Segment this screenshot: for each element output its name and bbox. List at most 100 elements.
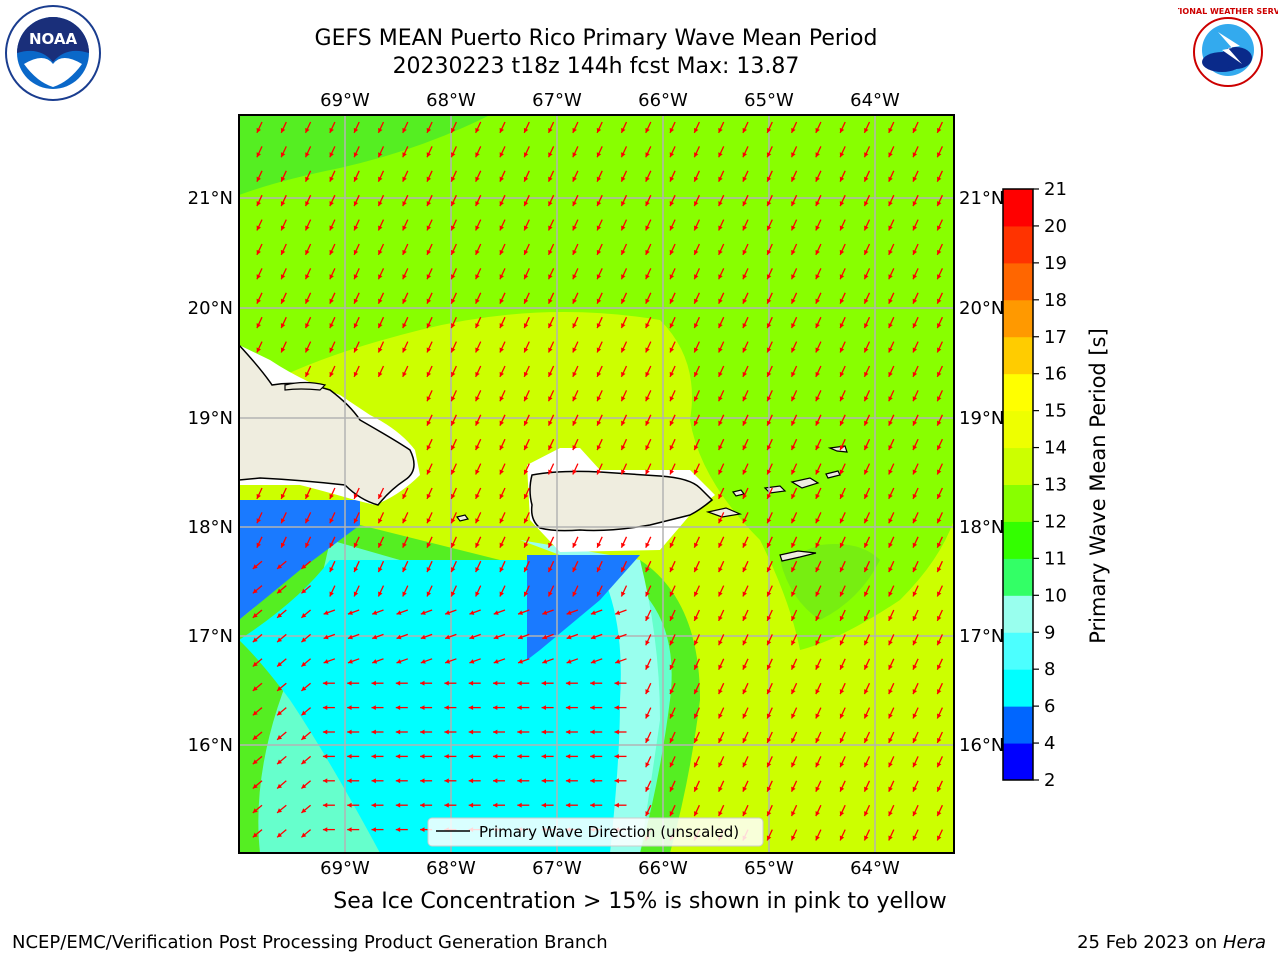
wave-direction-arrowhead: [329, 176, 334, 182]
wave-direction-arrowhead: [718, 737, 723, 743]
wave-direction-arrowhead: [888, 762, 893, 768]
period-field-9s: [520, 540, 660, 853]
wave-direction-arrowhead: [912, 811, 918, 817]
lat-labels-right: 21°N 20°N 19°N 18°N 17°N 16°N: [959, 188, 1004, 756]
wave-direction-arrowhead: [402, 323, 407, 329]
wave-direction-arrowhead: [499, 347, 504, 353]
wave-direction-arrowhead: [839, 664, 845, 670]
wave-direction-arrowhead: [256, 298, 261, 304]
wave-direction-arrowhead: [888, 518, 893, 524]
wave-direction-arrowhead: [839, 127, 845, 133]
wave-direction-arrowhead: [548, 445, 553, 451]
wave-direction-arrowhead: [839, 542, 845, 548]
wave-direction-arrowhead: [475, 567, 480, 573]
wave-direction-arrowhead: [815, 274, 820, 280]
tortuga-island: [284, 381, 327, 391]
wave-direction-arrowhead: [718, 713, 723, 719]
wave-direction-arrowhead: [323, 659, 329, 664]
wave-direction-arrowhead: [839, 615, 845, 621]
colorbar-tick-label: 12: [1044, 511, 1067, 532]
wave-direction-arrowhead: [864, 591, 869, 597]
wave-direction-arrowhead: [301, 613, 307, 618]
wave-direction-arrowhead: [252, 783, 258, 789]
wave-direction-arrowhead: [718, 591, 723, 597]
wave-direction-arrowhead: [322, 705, 328, 710]
wave-direction-arrowhead: [791, 274, 796, 280]
wave-direction-arrowhead: [742, 762, 747, 768]
wave-direction-arrowhead: [305, 542, 310, 548]
chart-title: GEFS MEAN Puerto Rico Primary Wave Mean …: [314, 26, 878, 51]
wave-direction-arrowhead: [766, 567, 772, 573]
wave-direction-arrowhead: [353, 323, 359, 329]
nws-logo: NATIONAL WEATHER SERVICE: [1178, 5, 1278, 99]
wave-direction-arrowhead: [864, 225, 869, 231]
wave-direction-arrowhead: [523, 347, 529, 353]
wave-direction-arrowhead: [839, 445, 845, 451]
wave-direction-arrowhead: [694, 396, 699, 402]
wave-direction-arrowhead: [499, 201, 504, 207]
wave-direction-arrowhead: [353, 591, 359, 597]
wave-direction-arrowhead: [694, 664, 699, 670]
wave-direction-arrowhead: [444, 754, 449, 759]
wave-direction-arrowhead: [669, 689, 675, 695]
wave-direction-arrowhead: [742, 445, 747, 451]
colorbar-segment: [1003, 669, 1033, 707]
colorbar-segment: [1003, 484, 1033, 522]
wave-direction-arrowhead: [542, 610, 548, 615]
wave-direction-arrowhead: [669, 176, 675, 182]
wave-direction-arrowhead: [252, 735, 258, 740]
wave-direction-arrowhead: [864, 542, 869, 548]
wave-direction-arrowhead: [694, 249, 699, 255]
colorbar-tick-label: 15: [1044, 401, 1067, 422]
wave-direction-arrowhead: [329, 225, 334, 231]
wave-direction-arrowhead: [791, 127, 796, 133]
wave-direction-arrowhead: [791, 542, 796, 548]
chart-subtitle: 20230223 t18z 144h fcst Max: 13.87: [392, 54, 800, 79]
wave-direction-arrowhead: [572, 225, 577, 231]
footer-date: 25 Feb 2023 on Hera: [1077, 932, 1266, 953]
wave-direction-arrowhead: [645, 371, 650, 377]
wave-direction-arrowhead: [791, 469, 796, 475]
wave-direction-arrowhead: [839, 420, 845, 426]
wave-direction-arrowhead: [378, 323, 383, 329]
wave-direction-arrowhead: [669, 298, 675, 304]
lat-label: 16°N: [188, 735, 233, 756]
wave-direction-arrowhead: [402, 567, 407, 573]
wave-direction-arrowhead: [277, 808, 283, 813]
wave-direction-arrowhead: [426, 298, 432, 304]
wave-direction-arrowhead: [305, 249, 310, 255]
wave-direction-arrowhead: [301, 564, 307, 569]
wave-direction-arrowhead: [475, 249, 480, 255]
wave-direction-arrowhead: [766, 249, 772, 255]
wave-direction-arrowhead: [815, 493, 820, 499]
wave-direction-arrowhead: [353, 274, 359, 280]
footer-credit: NCEP/EMC/Verification Post Processing Pr…: [12, 932, 608, 953]
wave-direction-arrowhead: [347, 827, 352, 832]
wave-direction-arrowhead: [937, 640, 942, 646]
wave-direction-arrowhead: [621, 567, 626, 573]
colorbar-tick-label: 18: [1044, 290, 1067, 311]
wave-direction-arrowhead: [937, 664, 942, 670]
colorbar-tick-label: 8: [1044, 659, 1055, 680]
wave-direction-arrowhead: [669, 640, 675, 646]
period-field-east-patch: [780, 544, 880, 620]
wave-direction-arrowhead: [645, 567, 650, 573]
wave-direction-arrowhead: [937, 737, 942, 743]
wave-direction-arrowhead: [937, 420, 942, 426]
wave-direction-arrowhead: [493, 754, 498, 759]
wave-direction-arrowhead: [864, 274, 869, 280]
wave-direction-arrowhead: [839, 201, 845, 207]
wave-direction-arrowhead: [475, 274, 480, 280]
wave-direction-arrowhead: [305, 371, 310, 377]
wave-direction-arrowhead: [888, 689, 893, 695]
wave-direction-arrowhead: [669, 152, 675, 158]
wave-direction-arrowhead: [766, 664, 772, 670]
wave-direction-arrowhead: [815, 420, 820, 426]
wave-direction-arrowhead: [426, 396, 432, 402]
wave-direction-arrowhead: [791, 664, 796, 670]
wave-direction-arrowhead: [718, 445, 723, 451]
wave-direction-arrowhead: [499, 127, 504, 133]
wave-direction-arrowhead: [645, 713, 650, 719]
wave-direction-arrowhead: [815, 201, 820, 207]
wave-direction-arrowhead: [645, 420, 650, 426]
